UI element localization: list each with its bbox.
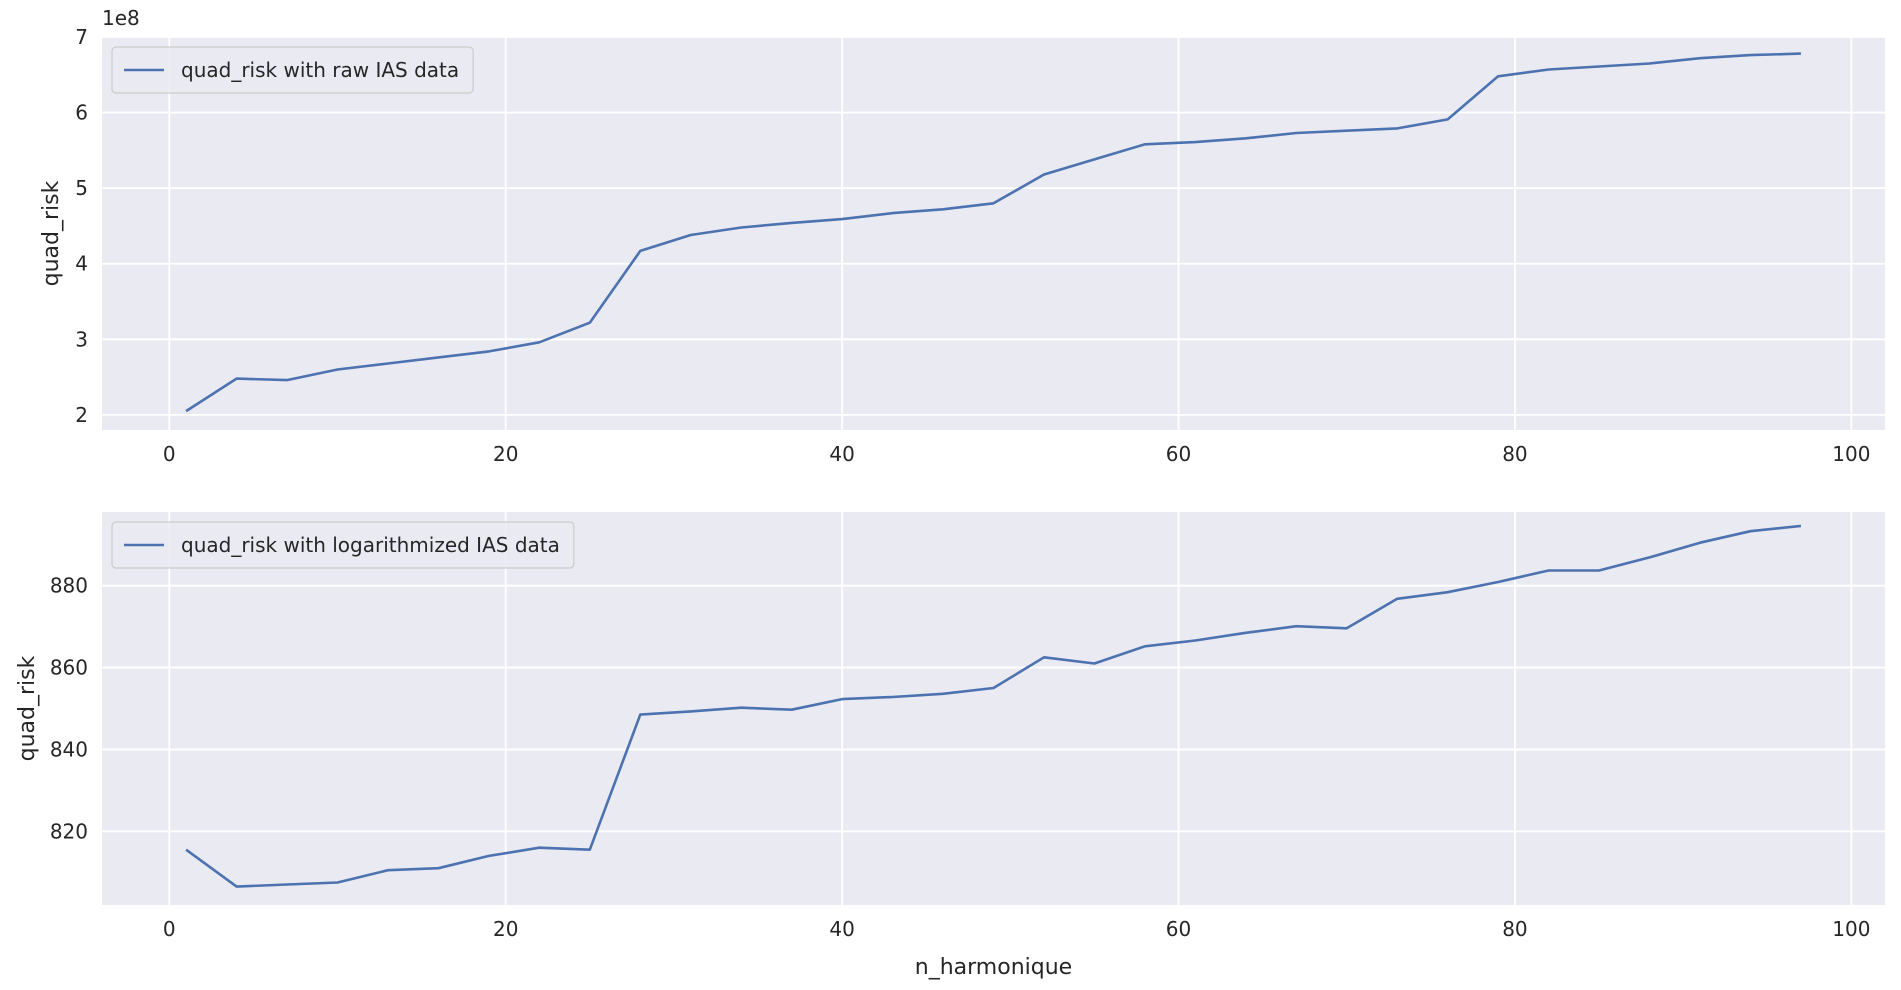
x-tick-label: 20 — [493, 917, 518, 941]
bottom-y-axis-label: quad_risk — [15, 655, 40, 761]
x-tick-label: 60 — [1166, 442, 1191, 466]
top-series-lines — [185, 52, 1801, 413]
top-legend-label: quad_risk with raw IAS data — [181, 58, 459, 82]
bottom-plot-area — [102, 512, 1885, 905]
x-tick-label: 80 — [1502, 442, 1527, 466]
top-plot-area — [102, 37, 1885, 430]
top-gridlines — [102, 36, 1885, 430]
bottom-y-tick-labels: 820 840 860 880 — [50, 574, 88, 844]
y-tick-label: 820 — [50, 819, 88, 843]
series-line — [185, 52, 1801, 413]
top-y-tick-labels: 2 3 4 5 6 7 — [75, 25, 88, 427]
y-tick-label: 4 — [75, 252, 88, 276]
top-y-axis-label: quad_risk — [39, 180, 64, 286]
y-tick-label: 3 — [75, 327, 88, 351]
y-tick-label: 5 — [75, 176, 88, 200]
x-tick-label: 0 — [163, 917, 176, 941]
bottom-x-axis-label: n_harmonique — [915, 955, 1072, 980]
y-tick-label: 840 — [50, 737, 88, 761]
x-tick-label: 20 — [493, 442, 518, 466]
bottom-gridlines — [102, 512, 1885, 905]
y-tick-label: 7 — [75, 25, 88, 49]
bottom-legend: quad_risk with logarithmized IAS data — [111, 521, 575, 569]
y-tick-label: 860 — [50, 656, 88, 680]
y-tick-label: 880 — [50, 574, 88, 598]
top-legend: quad_risk with raw IAS data — [111, 46, 474, 94]
y-tick-label: 6 — [75, 101, 88, 125]
bottom-subplot: 0 20 40 60 80 100 820 840 860 880 quad_risk n_ha… — [15, 512, 1885, 980]
y-tick-label: 2 — [75, 403, 88, 427]
bottom-x-tick-labels: 0 20 40 60 80 100 — [163, 917, 1871, 941]
top-legend-box — [111, 46, 474, 94]
x-tick-label: 40 — [829, 442, 854, 466]
bottom-legend-label: quad_risk with logarithmized IAS data — [181, 533, 560, 557]
bottom-series-lines — [185, 524, 1802, 888]
series-line — [185, 524, 1802, 888]
x-tick-label: 80 — [1502, 917, 1527, 941]
x-tick-label: 60 — [1166, 917, 1191, 941]
x-tick-label: 40 — [829, 917, 854, 941]
x-tick-label: 100 — [1832, 442, 1870, 466]
x-tick-label: 100 — [1832, 917, 1870, 941]
bottom-legend-box — [111, 521, 575, 569]
top-subplot: 0 20 40 60 80 100 2 3 4 5 6 7 1e8 quad_risk quad_r… — [39, 6, 1885, 466]
top-x-tick-labels: 0 20 40 60 80 100 — [163, 442, 1871, 466]
top-y-offset-label: 1e8 — [102, 6, 140, 30]
x-tick-label: 0 — [163, 442, 176, 466]
